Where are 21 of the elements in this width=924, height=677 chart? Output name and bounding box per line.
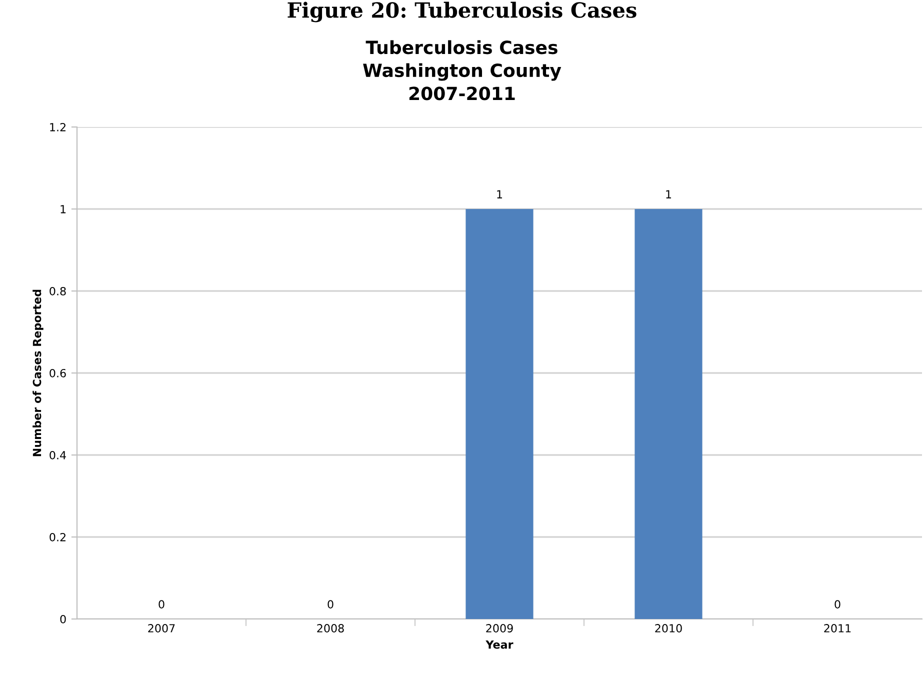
y-tick-label: 0.8: [50, 286, 66, 296]
data-label: 0: [158, 600, 164, 609]
data-label: 0: [834, 600, 840, 609]
x-axis-title: Year: [486, 640, 514, 649]
y-tick-label: 0.4: [50, 450, 66, 460]
x-tick-label: 2011: [824, 624, 851, 632]
y-tick-label: 0: [60, 614, 66, 624]
caption: Figure 20: Tuberculosis Cases: [288, 2, 636, 22]
x-tick-label: 2009: [486, 624, 513, 632]
x-tick-label: 2010: [655, 624, 682, 632]
y-axis-title: Number of Cases Reported: [32, 290, 44, 456]
data-label: 0: [328, 600, 334, 609]
data-label: 1: [497, 190, 502, 198]
x-tick-label: 2008: [317, 624, 344, 632]
y-tick-label: 1: [60, 205, 66, 214]
data-label: 1: [666, 190, 672, 198]
y-tick-label: 0.6: [50, 368, 66, 378]
y-tick-label: 0.2: [50, 532, 66, 542]
chart-title: Tuberculosis Cases Washington County 2007-2011: [363, 40, 562, 100]
y-tick-label: 1.2: [50, 122, 66, 132]
x-tick-label: 2007: [148, 624, 175, 632]
